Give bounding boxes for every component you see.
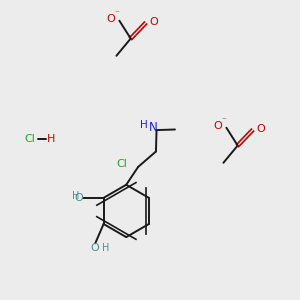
Text: O: O	[106, 14, 115, 24]
Text: O: O	[213, 121, 222, 131]
Text: ⁻: ⁻	[221, 117, 226, 126]
Text: H: H	[72, 191, 80, 201]
Text: Cl: Cl	[24, 134, 35, 144]
Text: O: O	[256, 124, 265, 134]
Text: O: O	[74, 193, 83, 203]
Text: H: H	[47, 134, 55, 144]
Text: H: H	[140, 120, 148, 130]
Text: O: O	[91, 243, 100, 253]
Text: O: O	[149, 17, 158, 27]
Text: H: H	[102, 243, 109, 253]
Text: ⁻: ⁻	[114, 10, 119, 19]
Text: Cl: Cl	[116, 159, 127, 169]
Text: N: N	[149, 121, 158, 134]
